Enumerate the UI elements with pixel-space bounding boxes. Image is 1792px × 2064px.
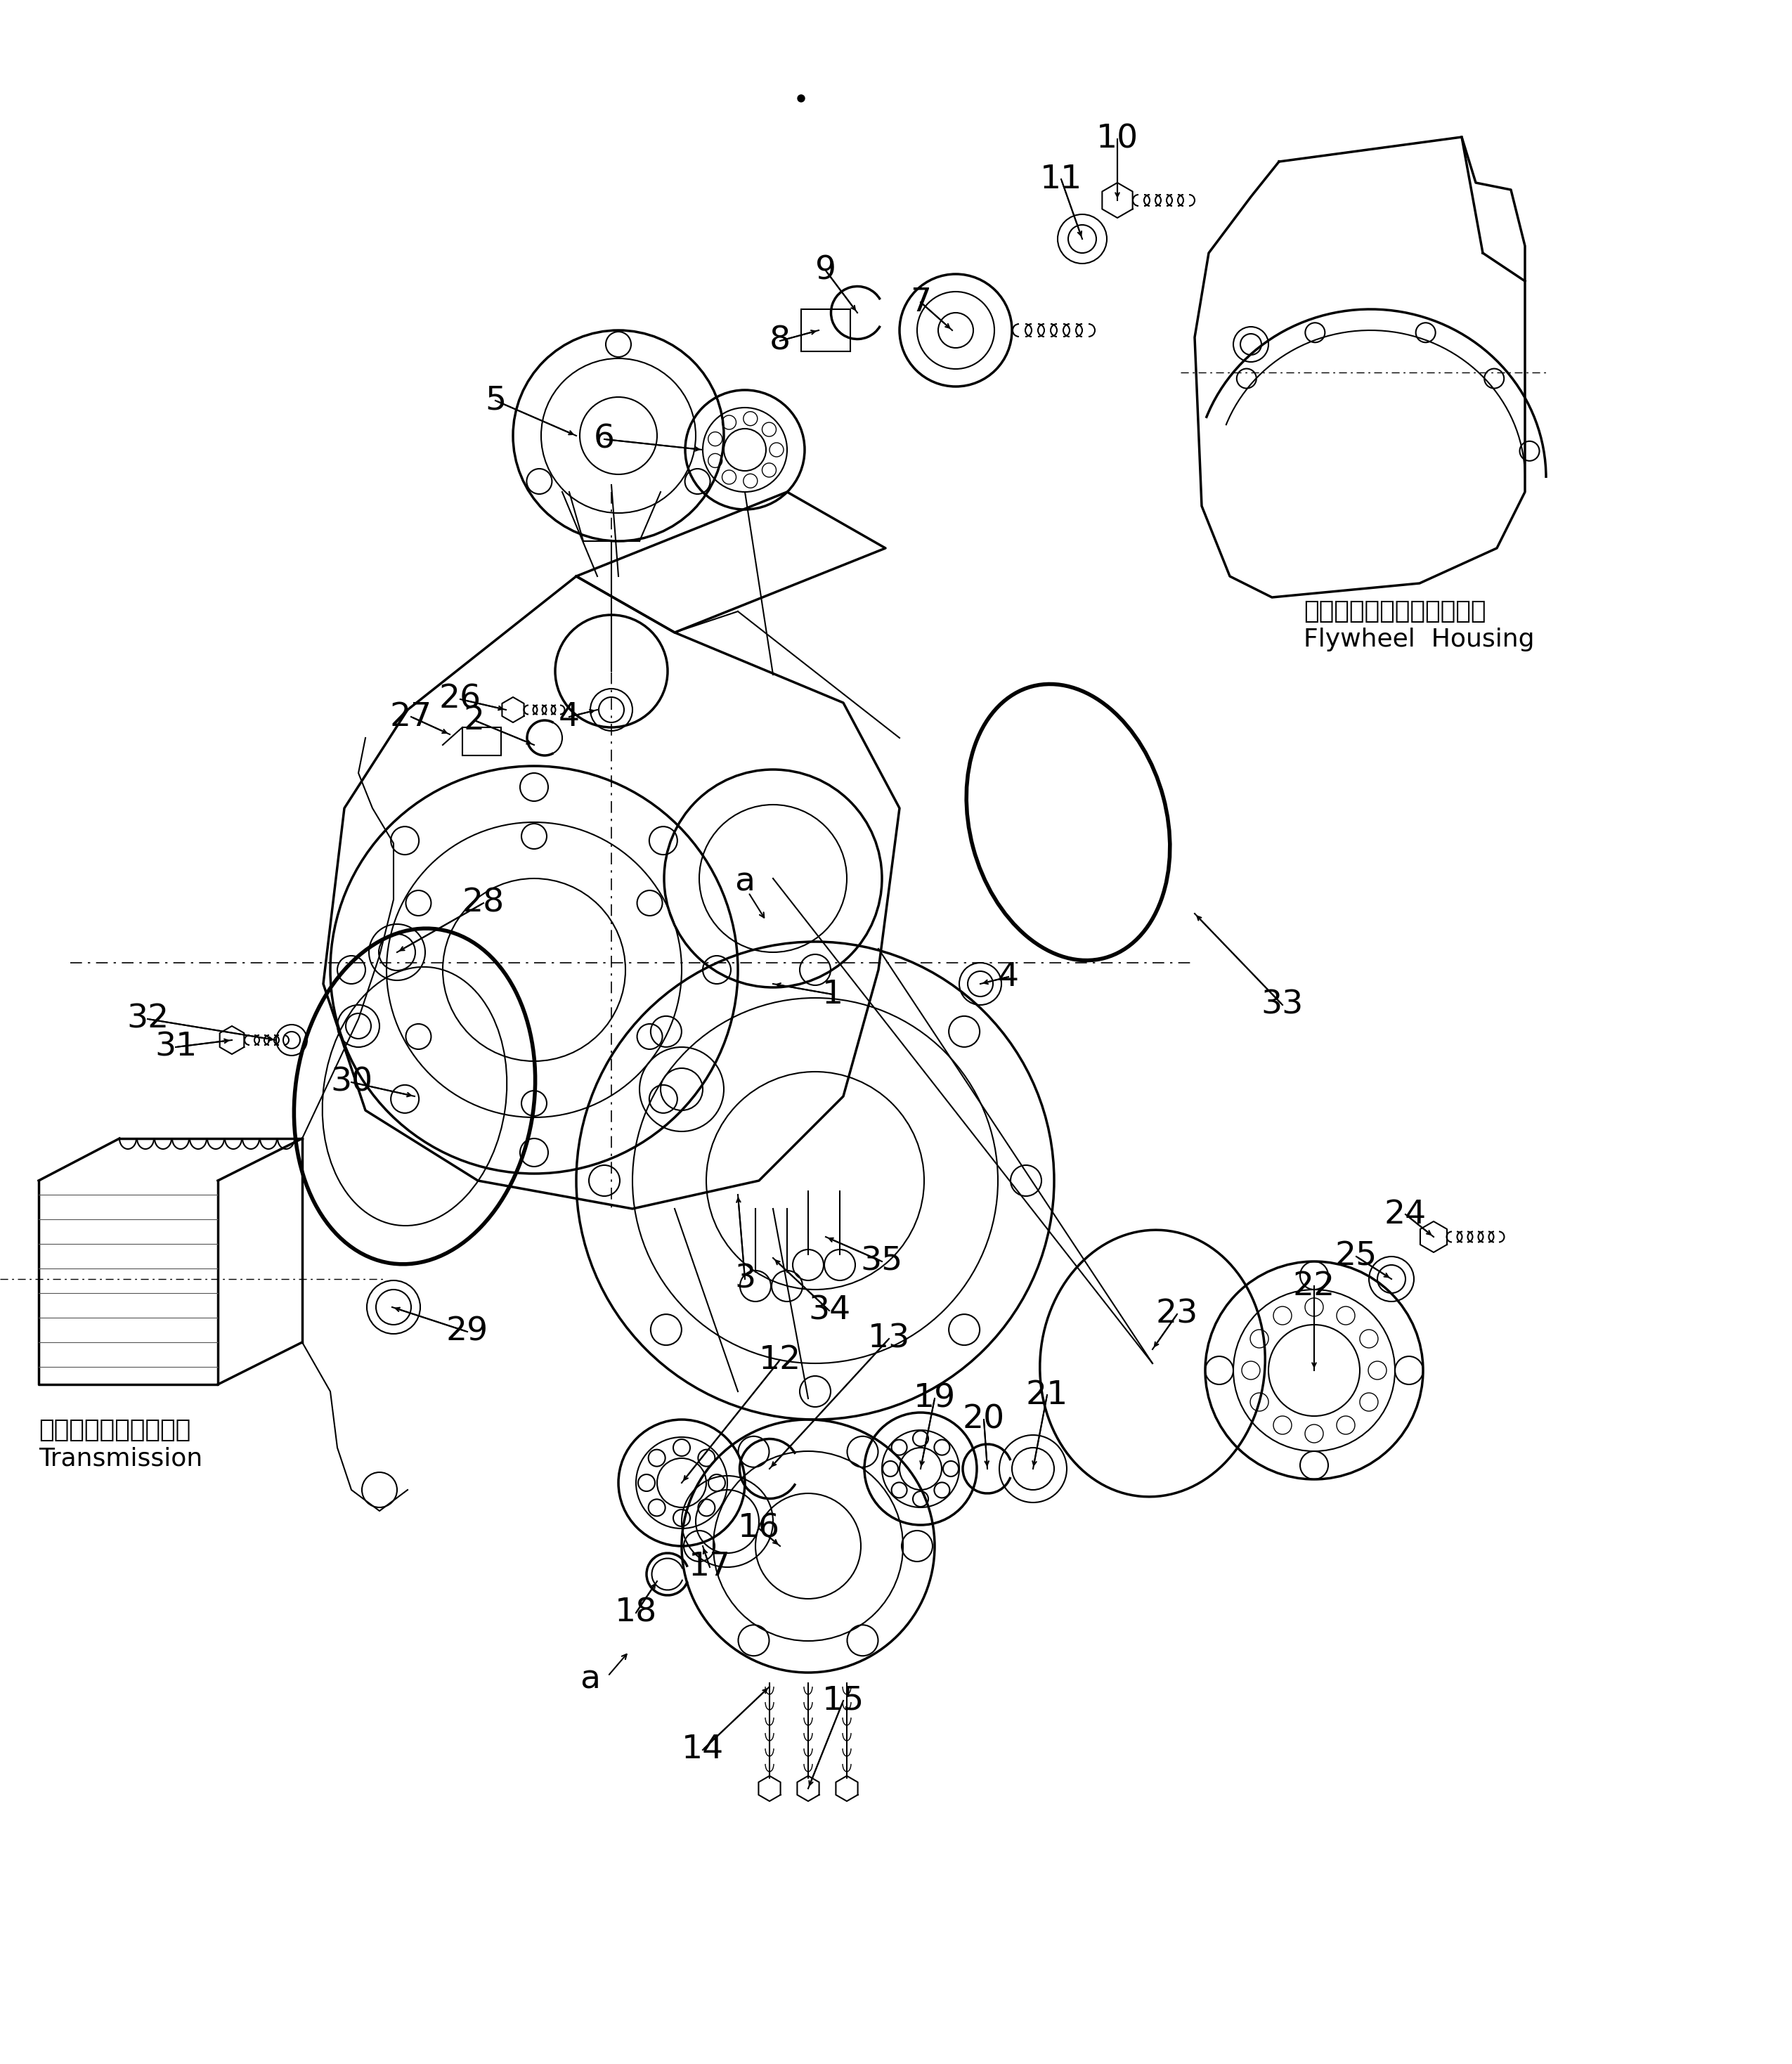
- Text: 26: 26: [439, 683, 482, 714]
- Text: 20: 20: [962, 1404, 1005, 1434]
- Text: 11: 11: [1039, 163, 1082, 194]
- Text: 5: 5: [486, 384, 505, 417]
- Text: 27: 27: [391, 702, 432, 733]
- Text: 15: 15: [823, 1684, 864, 1717]
- Text: 9: 9: [815, 254, 837, 287]
- Text: 4: 4: [998, 962, 1020, 993]
- Text: 22: 22: [1294, 1269, 1335, 1302]
- Text: 3: 3: [735, 1263, 756, 1294]
- Text: 10: 10: [1097, 124, 1138, 155]
- Text: 29: 29: [446, 1317, 489, 1348]
- Text: 34: 34: [808, 1294, 851, 1327]
- Text: 28: 28: [462, 888, 505, 918]
- Text: 30: 30: [330, 1067, 373, 1098]
- Text: 25: 25: [1335, 1240, 1378, 1271]
- Text: Transmission: Transmission: [39, 1447, 202, 1470]
- Text: 7: 7: [910, 287, 932, 318]
- Text: 33: 33: [1262, 989, 1303, 1022]
- Bar: [801, 310, 851, 351]
- Text: トランスミッション－: トランスミッション－: [39, 1418, 190, 1443]
- Text: 23: 23: [1156, 1298, 1199, 1329]
- Text: 21: 21: [1025, 1379, 1068, 1412]
- Text: 19: 19: [914, 1383, 955, 1414]
- Text: 12: 12: [758, 1344, 801, 1375]
- Text: 13: 13: [867, 1323, 910, 1354]
- Text: 6: 6: [593, 423, 615, 454]
- Circle shape: [797, 95, 805, 101]
- Text: 16: 16: [738, 1513, 780, 1544]
- Text: 18: 18: [615, 1598, 658, 1628]
- Text: 24: 24: [1383, 1199, 1426, 1230]
- Text: 8: 8: [769, 324, 790, 357]
- Text: 17: 17: [688, 1552, 731, 1583]
- Text: 32: 32: [127, 1003, 168, 1034]
- Text: 4: 4: [559, 702, 581, 733]
- Text: 2: 2: [464, 704, 486, 737]
- Text: Flywheel  Housing: Flywheel Housing: [1303, 627, 1534, 652]
- Text: 1: 1: [823, 978, 844, 1009]
- Text: 31: 31: [154, 1032, 197, 1063]
- Text: a: a: [735, 867, 754, 898]
- Text: 14: 14: [681, 1734, 724, 1765]
- Text: フライホイールハウジング: フライホイールハウジング: [1303, 599, 1486, 623]
- Bar: [462, 727, 502, 755]
- Text: a: a: [581, 1664, 600, 1695]
- Text: 35: 35: [860, 1247, 903, 1278]
